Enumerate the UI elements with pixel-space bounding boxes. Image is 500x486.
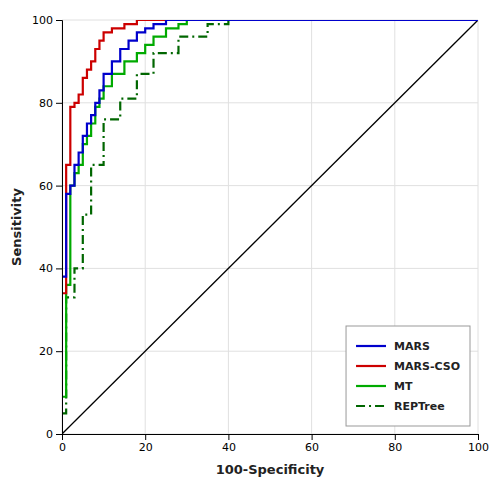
lines	[62, 20, 478, 434]
tick-label: 60	[305, 441, 319, 454]
tick: 40	[39, 262, 62, 275]
tick-mark	[56, 20, 62, 21]
tick: 40	[222, 434, 236, 454]
legend: MARS MARS-CSO MT REPTree	[346, 326, 470, 426]
grid-line	[228, 20, 229, 434]
tick: 100	[468, 434, 489, 454]
tick-mark	[228, 434, 229, 440]
tick: 20	[139, 434, 153, 454]
grid-line	[62, 102, 478, 103]
series-line	[62, 20, 478, 397]
tick: 0	[59, 434, 66, 454]
tick-label: 60	[39, 180, 53, 193]
tick-mark	[56, 268, 62, 269]
legend-label: MARS-CSO	[394, 360, 460, 373]
legend-label: REPTree	[394, 400, 445, 413]
grid-line	[62, 185, 478, 186]
tick: 100	[32, 14, 62, 27]
axis-line	[56, 21, 63, 435]
plot: 0 20 40 60 80 100 0 20 40 60 80 100 MARS MARS-CSO MT RE…	[32, 14, 489, 454]
axis-line	[63, 435, 479, 441]
tick-label: 40	[39, 262, 53, 275]
tick-mark	[312, 434, 313, 440]
tick: 60	[39, 180, 62, 193]
tick-label: 40	[222, 441, 236, 454]
tick-label: 20	[39, 345, 53, 358]
tick-mark	[478, 434, 479, 440]
tick-label: 80	[39, 97, 53, 110]
y-axis: 0 20 40 60 80 100	[32, 14, 63, 441]
legend-swatch	[356, 385, 386, 387]
tick-label: 80	[388, 441, 402, 454]
tick-label: 100	[468, 441, 489, 454]
tick-mark	[395, 434, 396, 440]
tick: 60	[305, 434, 319, 454]
tick-mark	[145, 434, 146, 440]
legend-swatch	[356, 405, 386, 407]
tick-mark	[56, 186, 62, 187]
tick: 0	[46, 428, 62, 441]
legend-swatch	[356, 365, 386, 367]
tick: 80	[39, 97, 62, 110]
tick: 80	[388, 434, 402, 454]
grid	[62, 20, 478, 434]
chart: 0 20 40 60 80 100 0 20 40 60 80 100 MARS MARS-CSO MT RE…	[0, 0, 500, 486]
grid-line	[478, 20, 479, 434]
grid-line	[62, 268, 478, 269]
series-line	[62, 20, 478, 277]
x-axis: 0 20 40 60 80 100	[59, 434, 489, 454]
tick-mark	[56, 351, 62, 352]
legend-frame	[346, 326, 470, 426]
x-axis-title: 100-Specificity	[216, 462, 325, 477]
legend-label: MARS	[394, 340, 430, 353]
grid-line	[145, 20, 146, 434]
y-axis-title: Sensitivity	[9, 188, 24, 266]
grid-line	[311, 20, 312, 434]
legend-swatch	[356, 345, 386, 347]
tick-label: 0	[59, 441, 66, 454]
tick-label: 0	[46, 428, 53, 441]
reference-line	[62, 20, 478, 434]
series-line	[62, 20, 478, 293]
tick-mark	[56, 434, 62, 435]
legend-label: MT	[394, 380, 413, 393]
tick-mark	[56, 103, 62, 104]
tick-label: 20	[139, 441, 153, 454]
tick: 20	[39, 345, 62, 358]
tick-label: 100	[32, 14, 53, 27]
